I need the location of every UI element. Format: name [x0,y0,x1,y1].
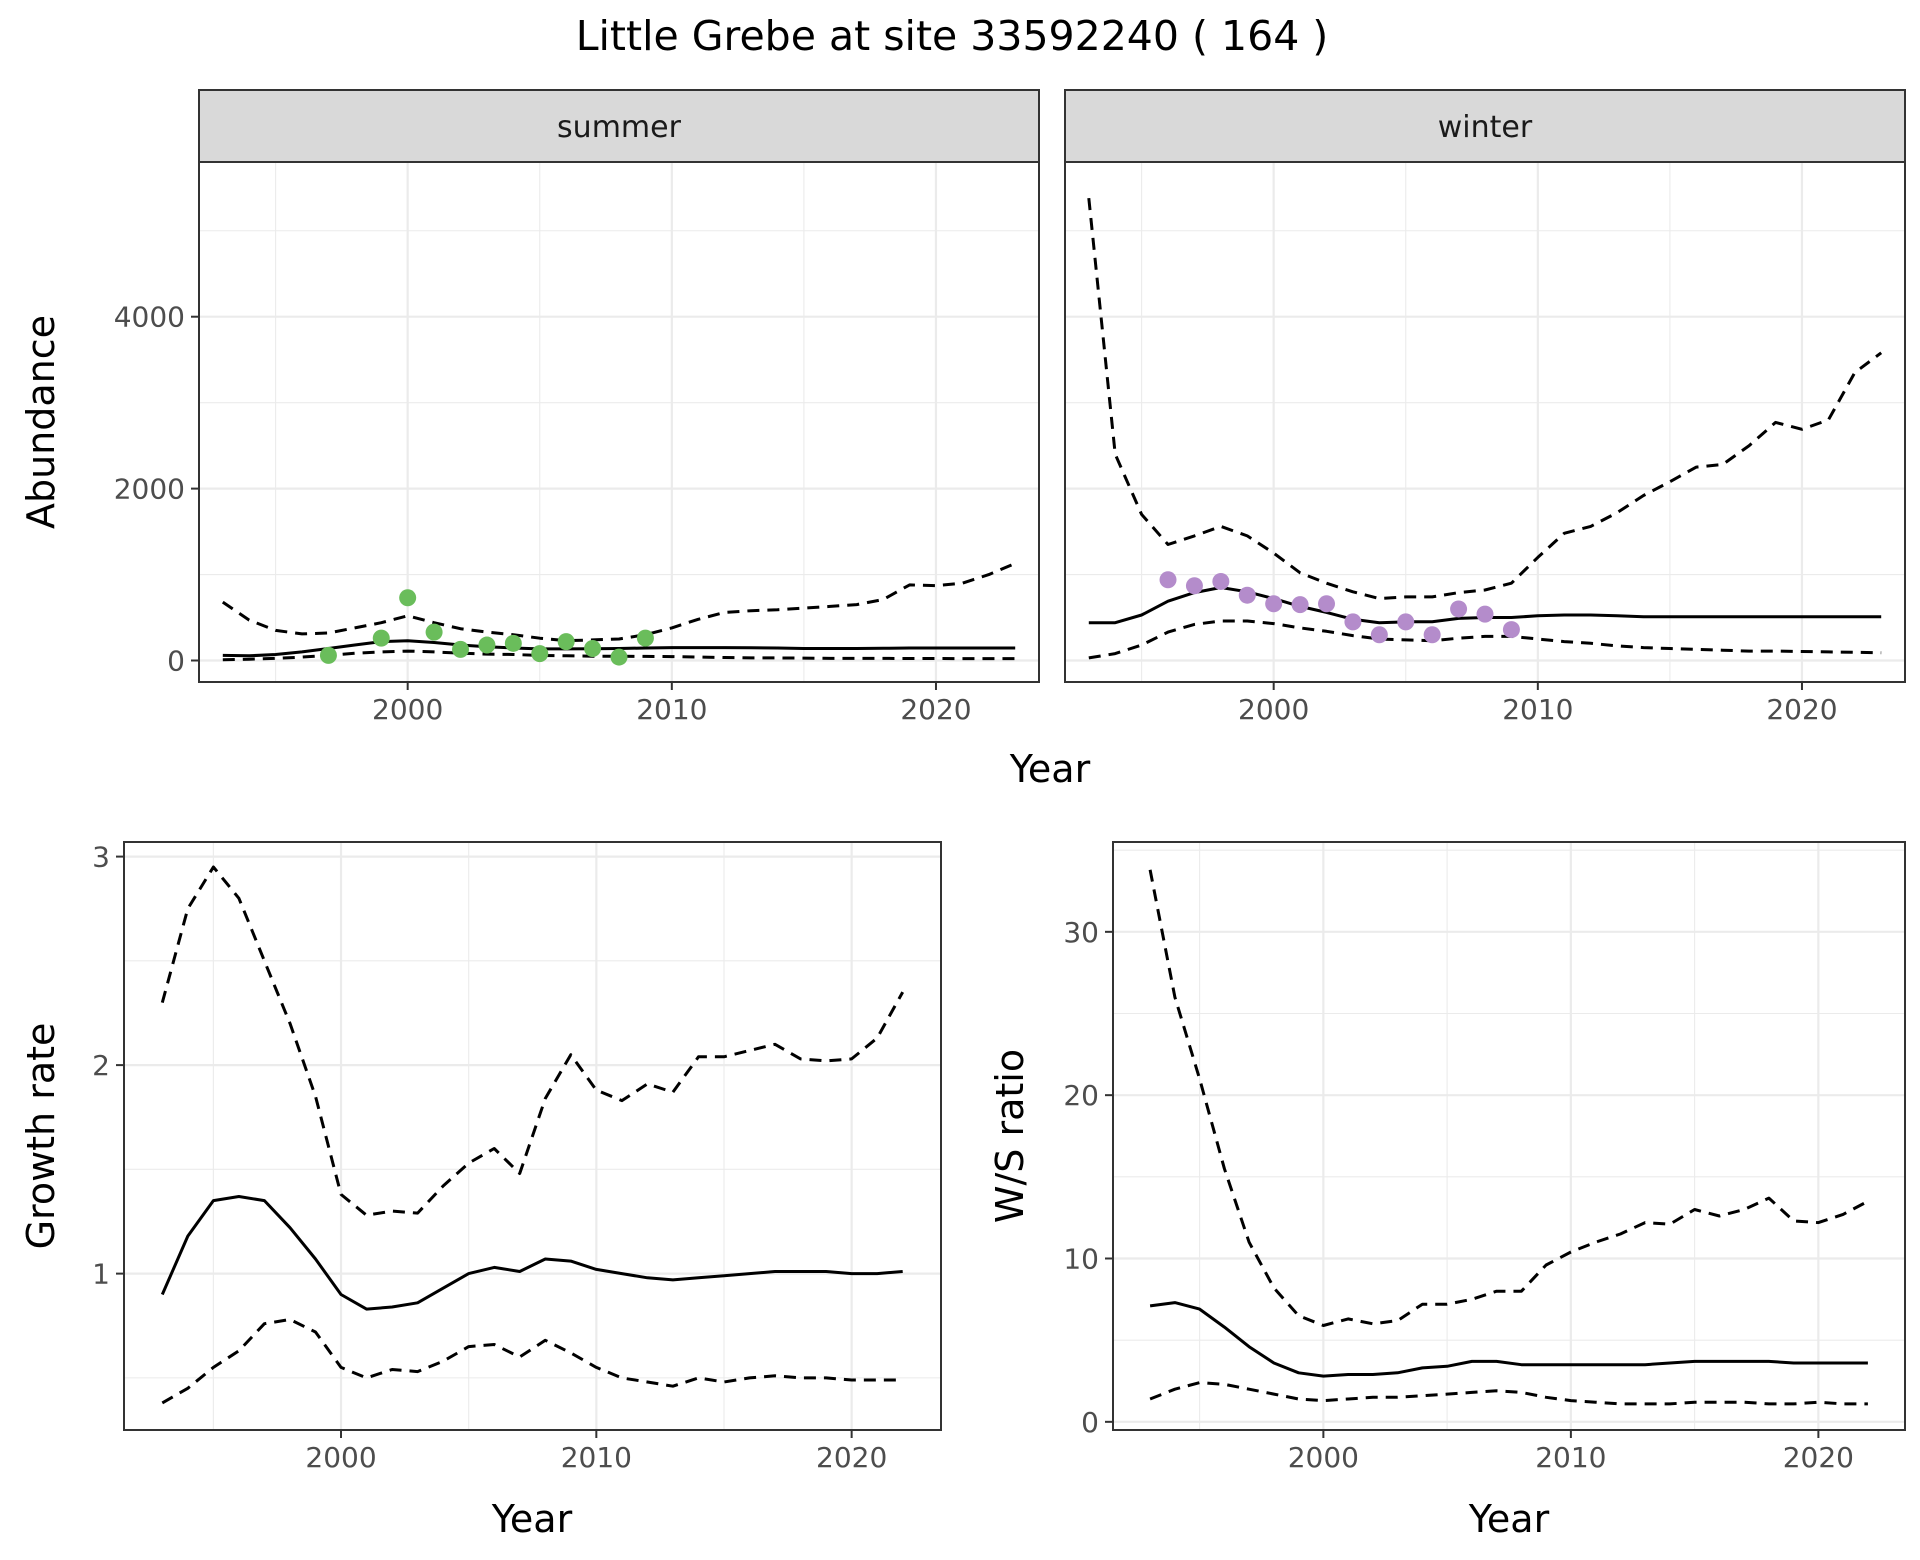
series-estimate-line [160,1195,903,1311]
ws-ratio-chart: 2000 2010 2020 0 10 20 30 Year W/S ratio [988,841,1906,1541]
data-point [1502,621,1520,639]
facet-panel-winter: 2000 2010 2020 winter [1064,89,1906,726]
series-estimate-line [1149,1301,1868,1378]
series-interval-line [161,1318,903,1405]
x-tick-label: 2020 [1766,693,1837,726]
facet-label: winter [1438,110,1533,145]
y-tick-label: 20 [1063,1079,1099,1112]
data-point [584,639,602,657]
x-tick-label: 2020 [816,1441,887,1474]
x-tick-label: 2000 [372,693,443,726]
y-tick-label: 0 [167,645,185,678]
x-axis-title: Year [1468,1497,1550,1541]
series-interval-line [1149,1381,1868,1406]
data-point [1185,577,1203,595]
growth-rate-chart: 2000 2010 2020 1 2 3 Year Growth rate [19,841,942,1541]
facet-label: summer [557,110,682,145]
data-point [372,629,390,647]
series-interval-line [222,649,1016,662]
data-point [1212,572,1230,590]
facet-strip [1064,89,1906,163]
data-point [478,636,496,654]
facet-strip [198,89,1040,163]
data-point [399,589,417,607]
x-tick-label: 2000 [1288,1441,1359,1474]
data-point [1238,586,1256,604]
y-tick-label: 0 [1081,1406,1099,1439]
data-point [1450,600,1468,618]
y-tick-label: 10 [1063,1243,1099,1276]
y-tick-label: 1 [92,1258,110,1291]
series-interval-line [1088,619,1882,660]
y-tick-label: 3 [92,841,110,874]
y-tick-label: 2000 [114,473,185,506]
figure-title: Little Grebe at site 33592240 ( 164 ) [576,12,1329,60]
data-point [319,646,337,664]
data-point [1344,613,1362,631]
data-point [425,623,443,641]
data-point [1159,571,1177,589]
x-tick-label: 2010 [1535,1441,1606,1474]
data-point [1265,595,1283,613]
y-axis-title: Growth rate [19,1023,63,1250]
data-point [1476,605,1494,623]
data-point [1318,595,1336,613]
data-point [504,634,522,652]
data-point [452,640,470,658]
data-point [1370,626,1388,644]
y-tick-label: 30 [1063,916,1099,949]
x-tick-label: 2000 [1238,693,1309,726]
series-interval-line [221,562,1016,643]
panel-border [123,841,942,1431]
y-axis-title: W/S ratio [988,1049,1032,1223]
series-estimate-line [222,639,1016,658]
y-tick-label: 2 [92,1049,110,1082]
data-point [557,633,575,651]
data-point [610,648,628,666]
x-tick-label: 2020 [1783,1441,1854,1474]
x-tick-label: 2020 [900,693,971,726]
data-point [1397,613,1415,631]
x-tick-label: 2010 [1502,693,1573,726]
y-tick-label: 4000 [114,301,185,334]
data-point [636,629,654,647]
abundance-chart: 2000 2010 2020 0 2000 4000 summer 2000 2010 2020 w… [19,89,1906,791]
x-tick-label: 2010 [636,693,707,726]
y-axis-title: Abundance [19,315,63,529]
facet-panel-summer: 2000 2010 2020 0 2000 4000 summer [114,89,1040,726]
series-interval-line [1087,197,1883,601]
x-axis-title: Year [491,1497,573,1541]
x-tick-label: 2010 [561,1441,632,1474]
x-tick-label: 2000 [305,1441,376,1474]
data-point [531,645,549,663]
data-point [1423,626,1441,644]
panel-border [198,161,1040,683]
x-axis-title: Year [1009,747,1091,791]
data-point [1291,596,1309,614]
series-interval-line [1148,869,1869,1327]
series-interval-line [160,865,905,1217]
panel-border [1112,841,1906,1431]
